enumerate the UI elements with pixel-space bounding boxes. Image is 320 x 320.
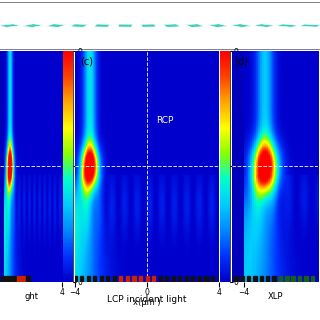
- Text: RCP: RCP: [156, 116, 173, 125]
- Bar: [28, 276, 30, 282]
- Bar: [163, 24, 180, 27]
- Bar: [119, 276, 123, 282]
- Bar: [304, 276, 308, 282]
- Bar: [1, 276, 2, 282]
- Bar: [0, 24, 21, 27]
- Text: LCP incident light: LCP incident light: [108, 295, 187, 304]
- Bar: [198, 276, 201, 282]
- Bar: [266, 276, 269, 282]
- Bar: [80, 276, 83, 282]
- Bar: [204, 276, 208, 282]
- Bar: [178, 276, 181, 282]
- Bar: [19, 276, 20, 282]
- Bar: [118, 24, 132, 27]
- Bar: [292, 276, 295, 282]
- Bar: [272, 276, 276, 282]
- Bar: [8, 276, 9, 282]
- Bar: [211, 276, 214, 282]
- Bar: [185, 276, 188, 282]
- Bar: [24, 276, 25, 282]
- Bar: [152, 276, 155, 282]
- Bar: [132, 276, 136, 282]
- Bar: [5, 276, 7, 282]
- Bar: [93, 276, 96, 282]
- Bar: [100, 276, 103, 282]
- Bar: [165, 276, 168, 282]
- Bar: [241, 276, 244, 282]
- Bar: [260, 276, 263, 282]
- Bar: [285, 276, 289, 282]
- Bar: [159, 276, 162, 282]
- Bar: [74, 276, 76, 282]
- Bar: [15, 276, 16, 282]
- Bar: [139, 276, 142, 282]
- Bar: [253, 24, 275, 27]
- Text: XLP: XLP: [268, 292, 283, 301]
- Bar: [185, 24, 204, 27]
- Bar: [12, 276, 13, 282]
- Bar: [247, 276, 250, 282]
- Bar: [311, 276, 314, 282]
- Bar: [21, 276, 23, 282]
- Bar: [26, 276, 27, 282]
- Bar: [141, 24, 156, 27]
- Bar: [234, 276, 238, 282]
- Bar: [87, 276, 90, 282]
- Bar: [94, 24, 110, 27]
- Bar: [10, 276, 11, 282]
- Bar: [17, 276, 18, 282]
- Text: ght: ght: [24, 292, 38, 301]
- Bar: [276, 24, 298, 27]
- Bar: [207, 24, 228, 28]
- Bar: [191, 276, 195, 282]
- Bar: [46, 24, 66, 27]
- Bar: [218, 276, 221, 282]
- Bar: [279, 276, 282, 282]
- Bar: [298, 276, 301, 282]
- Bar: [126, 276, 129, 282]
- Bar: [70, 24, 88, 27]
- Bar: [253, 276, 257, 282]
- Bar: [22, 24, 44, 28]
- Bar: [300, 24, 320, 27]
- Bar: [146, 276, 148, 282]
- Bar: [113, 276, 116, 282]
- Text: (d): (d): [234, 56, 248, 66]
- Bar: [106, 276, 109, 282]
- Bar: [230, 24, 252, 28]
- Text: (c): (c): [81, 56, 93, 66]
- X-axis label: x(μm ): x(μm ): [133, 298, 161, 307]
- Bar: [172, 276, 175, 282]
- Bar: [3, 276, 4, 282]
